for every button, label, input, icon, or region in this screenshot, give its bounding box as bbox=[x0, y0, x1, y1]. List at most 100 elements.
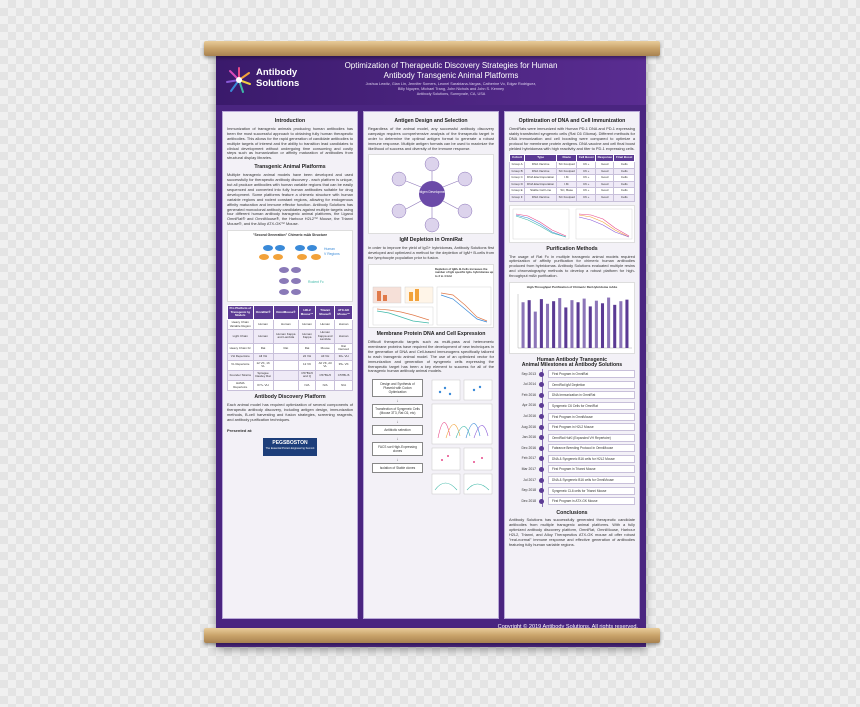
table-header: Cohort bbox=[508, 154, 526, 163]
expression-plots bbox=[430, 378, 494, 498]
igm-fig-caption: Depletion of IgM+ B-Cells increases the … bbox=[435, 267, 494, 278]
milestone-row: Jul 2016 First Program in OmniMouse bbox=[509, 411, 635, 422]
dna-text: OmniRats were immunized with Human PD-1 … bbox=[509, 125, 635, 151]
dna-cohort-table: Cohort Type Route Cell Boost Response Final B… bbox=[508, 154, 635, 202]
milestone-text: First Program in ATX-GK Mouse bbox=[548, 497, 635, 506]
table-cell bbox=[272, 353, 300, 361]
table-cell: 22 VH bbox=[298, 353, 317, 361]
table-row: Group E Stable Cell Line SC, Base C6 + Good C… bbox=[508, 187, 635, 195]
antibody-solutions-logo bbox=[226, 67, 251, 93]
table-cell: Good bbox=[595, 167, 615, 176]
table-cell: Group F bbox=[508, 194, 526, 202]
table-cell: C57BL/6 bbox=[334, 369, 353, 382]
down-arrow-icon: ↓ bbox=[396, 398, 399, 404]
table-cell: Founder Strains bbox=[227, 369, 254, 382]
bar bbox=[552, 301, 556, 348]
table-cell: Human bbox=[252, 318, 274, 331]
bar bbox=[564, 307, 568, 348]
column-right: Optimization of DNA and Cell Immunizatio… bbox=[504, 111, 640, 619]
down-arrow-icon: ↓ bbox=[396, 419, 399, 425]
milestone-text: DNA Immunization in OmniRat bbox=[548, 391, 635, 400]
table-cell bbox=[272, 359, 300, 371]
membrane-title: Membrane Protein DNA and Cell Expression bbox=[376, 331, 486, 338]
table-cell: C6 + bbox=[576, 174, 597, 182]
milestone-dot bbox=[539, 456, 544, 462]
table-cell: Human Kappa and Lambda bbox=[272, 329, 300, 344]
table-cell: DNA Electroporation bbox=[524, 180, 558, 189]
milestone-date: Sep 2013 bbox=[521, 371, 536, 376]
table-cell: C6 + bbox=[576, 187, 597, 195]
bar bbox=[527, 300, 531, 348]
milestone-text: Syngeneic CL6 cells for Trianni Mouse bbox=[548, 486, 635, 495]
table-cell: Rat bbox=[272, 342, 300, 355]
label-vregions: V Regions bbox=[324, 252, 340, 256]
table-cell: SC, Base bbox=[556, 187, 578, 195]
milestone-text: First Program in Trianni Mouse bbox=[548, 465, 635, 474]
bar bbox=[588, 306, 592, 348]
milestone-text: OmniRat IgM Depletion bbox=[548, 380, 635, 389]
table-header: Trianni Mouse® bbox=[315, 305, 336, 320]
poster-title: Optimization of Therapeutic Discovery St… bbox=[344, 61, 558, 80]
milestone-text: OmniRat HuKl (Expanded VH Repertoire) bbox=[548, 433, 635, 442]
table-cell: Good bbox=[595, 161, 615, 169]
poster: Antibody Solutions Optimization of Thera… bbox=[216, 53, 646, 647]
platform-comparison-table: Pro Platform of Transgenic Ig Models Omni… bbox=[227, 305, 353, 392]
table-cell: Human bbox=[315, 318, 336, 331]
milestone-row: Sep 2013 First Program in OmniRat bbox=[509, 368, 635, 380]
table-cell: N/A bbox=[298, 380, 317, 392]
igm-figure: Depletion of IgM+ B-Cells increases the … bbox=[368, 264, 494, 329]
table-row: HAMA Repertoire IFT+ VH N/A N/A N/A bbox=[227, 380, 353, 392]
bar bbox=[582, 298, 586, 348]
label-fc: Rodent Fc bbox=[308, 280, 324, 284]
table-cell: 12 VK bbox=[298, 359, 317, 371]
milestone-row: Feb 2017 DNA & Syngeneic B16 cells for H2… bbox=[509, 453, 635, 465]
table-cell: C6 + bbox=[576, 161, 597, 169]
table-header: Route bbox=[556, 154, 578, 163]
table-header: Final Boost bbox=[613, 154, 635, 163]
milestone-date: Feb 2016 bbox=[521, 392, 536, 397]
table-cell: C6 + bbox=[576, 180, 597, 189]
table-cell: Heavy Chain Variable Region bbox=[227, 318, 254, 331]
milestone-date: Jul 2017 bbox=[523, 477, 536, 482]
platform-title: Transgenic Animal Platforms bbox=[254, 164, 326, 171]
chart-title: High-Throughput Purification of Chimeric… bbox=[526, 285, 618, 290]
milestone-row: Jul 2014 OmniRat IgM Depletion bbox=[509, 379, 635, 391]
table-cell: 12 VK, 16 VL bbox=[252, 359, 274, 371]
table-cell: Human Kappa and Lambda bbox=[315, 329, 336, 344]
milestone-dot bbox=[539, 498, 544, 504]
fig-caption: "Second Generation" Chimeric mAb Structu… bbox=[252, 233, 328, 238]
dna-title: Optimization of DNA and Cell Immunizatio… bbox=[518, 118, 626, 124]
table-row: Heavy Chain Fc Rat Rat Rat Mouse Rat Derived bbox=[227, 342, 353, 355]
table-cell: VH Repertoire bbox=[227, 353, 254, 361]
milestones-title: Human Antibody Transgenic Animal Milesto… bbox=[521, 357, 623, 368]
milestone-dot bbox=[539, 424, 544, 430]
intro-title: Introduction bbox=[274, 118, 306, 124]
table-cell: Rat bbox=[298, 342, 317, 355]
table-header: Cell Boost bbox=[576, 154, 597, 163]
titer-plots bbox=[509, 204, 635, 243]
table-cell: C57BL/6 bbox=[315, 369, 336, 382]
bar bbox=[539, 299, 543, 348]
table-row: Founder Strains Sprague Dawley Rat C57BL/6… bbox=[227, 369, 353, 382]
flow-step: FACS sort High-Expressing clones bbox=[372, 442, 423, 457]
table-row: Group C DNA Electroporation I.M. C6 + Good Ce… bbox=[508, 174, 635, 182]
table-row: Heavy Chain Variable Region Human Human Hum… bbox=[227, 318, 353, 331]
bar bbox=[625, 299, 629, 348]
milestone-dot bbox=[539, 403, 544, 409]
table-row: Group A DNA Vaccine SC Footpad C6 + Good Cell… bbox=[508, 161, 635, 169]
table-cell: All VK, All VL bbox=[315, 359, 336, 371]
table-cell: Human bbox=[272, 318, 300, 331]
intro-text: Immunization of transgenic animals produ… bbox=[227, 125, 353, 161]
purification-chart: High-Throughput Purification of Chimeric… bbox=[509, 282, 635, 355]
milestone-text: DNA & Syngeneic B16 cells for OmniMouse bbox=[548, 476, 635, 485]
milestone-dot bbox=[539, 382, 544, 388]
top-hanger-rod bbox=[204, 41, 660, 56]
table-header: Response bbox=[595, 154, 615, 163]
table-cell: Rat Derived bbox=[334, 342, 353, 355]
table-cell: SC Footpad bbox=[556, 167, 578, 176]
table-row: VH Repertoire All VH 22 VH All VH 30+ VH bbox=[227, 353, 353, 361]
table-cell: C6 + bbox=[576, 167, 597, 176]
table-cell: Human bbox=[252, 329, 274, 344]
membrane-figure: Design and Synthesis of Plasmid with Cod… bbox=[368, 378, 494, 498]
milestones-timeline: Sep 2013 First Program in OmniRat Jul 2014… bbox=[509, 368, 635, 507]
